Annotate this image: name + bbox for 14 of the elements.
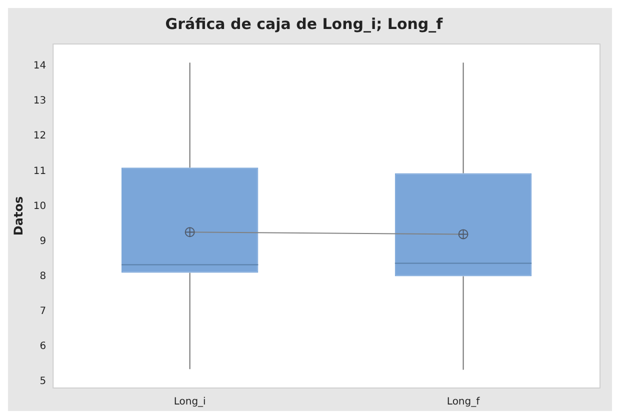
y-tick-label: 6 (40, 340, 46, 352)
x-tick-label: Long_i (174, 396, 206, 408)
y-tick-label: 11 (33, 166, 46, 177)
y-tick-label: 10 (33, 200, 46, 212)
y-axis-title: Datos (11, 196, 26, 236)
y-tick-label: 14 (33, 60, 46, 72)
y-tick-label: 13 (33, 96, 46, 107)
y-tick-label: 7 (40, 306, 46, 317)
y-tick-label: 5 (40, 376, 46, 387)
y-tick-label: 12 (33, 130, 46, 142)
x-tick-label: Long_f (446, 396, 480, 408)
chart-title: Gráfica de caja de Long_i; Long_f (165, 14, 444, 33)
y-tick-label: 8 (40, 270, 46, 282)
y-tick-label: 9 (40, 236, 46, 247)
